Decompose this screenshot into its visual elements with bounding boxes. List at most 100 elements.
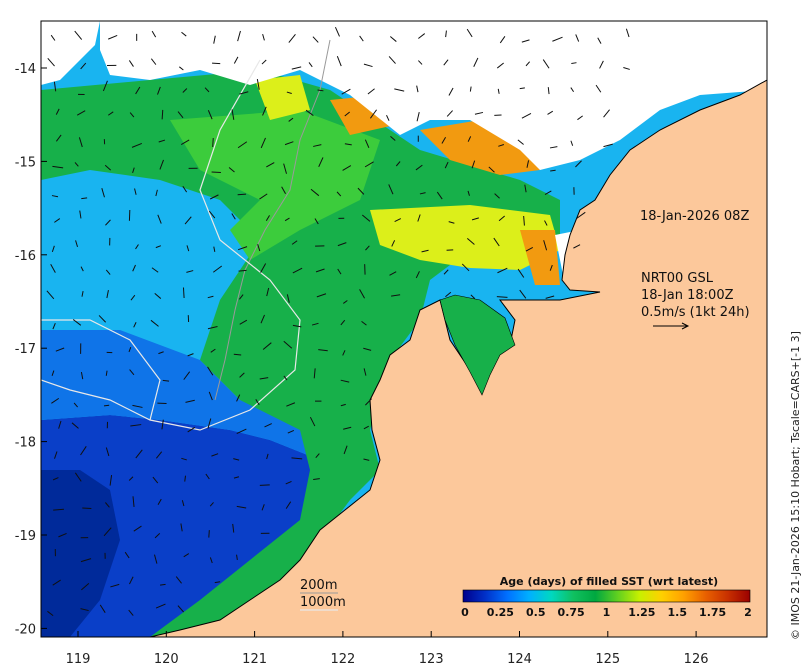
- current-vector: [99, 604, 106, 613]
- current-vector: [129, 112, 135, 118]
- current-vector: [342, 165, 352, 171]
- current-vector: [231, 109, 235, 120]
- x-tick-label: 120: [154, 652, 179, 667]
- current-vector: [261, 59, 267, 65]
- current-vector: [53, 81, 57, 92]
- current-vector: [343, 445, 348, 455]
- colorbar-tick-label: 0.25: [487, 606, 514, 619]
- current-vector: [238, 294, 244, 300]
- current-vector: [182, 186, 188, 193]
- current-vector: [129, 576, 134, 585]
- current-time-label: 18-Jan 18:00Z: [641, 288, 734, 303]
- current-vector: [311, 322, 319, 326]
- y-tick-label: -15: [15, 155, 36, 170]
- current-vector: [391, 294, 401, 297]
- current-vector: [72, 319, 82, 326]
- current-vector: [390, 135, 396, 141]
- current-vector: [211, 453, 219, 457]
- current-vector: [155, 189, 158, 197]
- current-vector: [131, 142, 142, 148]
- current-vector: [161, 109, 164, 120]
- current-vector: [523, 215, 525, 226]
- current-vector: [313, 478, 320, 480]
- current-vector: [233, 56, 239, 64]
- current-vector: [623, 66, 630, 70]
- current-vector: [466, 238, 475, 245]
- current-vector: [603, 143, 613, 148]
- current-vector: [233, 476, 240, 479]
- current-vector: [363, 63, 373, 68]
- current-vector: [336, 56, 342, 67]
- y-tick-label: -18: [15, 436, 36, 451]
- current-vector: [207, 326, 218, 330]
- current-vector: [107, 111, 114, 116]
- current-vector: [570, 140, 574, 146]
- current-vector: [46, 290, 55, 300]
- current-vector: [550, 169, 556, 172]
- current-vector: [284, 141, 294, 146]
- colorbar-ticks: 0 0.25 0.5 0.75 1 1.25 1.5 1.75 2: [461, 606, 752, 619]
- current-vector: [135, 86, 141, 95]
- current-vector: [157, 86, 161, 95]
- current-vector: [228, 167, 235, 173]
- current-vector: [239, 91, 249, 95]
- current-vector: [260, 263, 267, 273]
- current-vector: [182, 287, 185, 299]
- current-vector: [205, 473, 210, 480]
- current-vector: [291, 66, 302, 70]
- current-vector: [389, 271, 397, 276]
- current-vector: [260, 137, 266, 149]
- colorbar-title: Age (days) of filled SST (wrt latest): [500, 575, 718, 588]
- current-vector: [103, 527, 112, 537]
- current-vector: [213, 35, 216, 44]
- current-vector: [210, 348, 216, 353]
- current-vector: [436, 191, 443, 200]
- current-vector: [363, 368, 367, 376]
- isobath-200m: [214, 39, 331, 401]
- current-vector: [155, 451, 163, 459]
- current-vector: [497, 267, 508, 274]
- current-vector: [469, 86, 472, 92]
- current-vector: [157, 498, 162, 505]
- current-vector: [547, 110, 554, 115]
- current-vector: [363, 458, 370, 461]
- current-vector: [542, 59, 550, 69]
- current-vector: [470, 294, 476, 299]
- current-vector: [441, 137, 447, 144]
- current-vector: [493, 237, 500, 247]
- current-vector: [58, 420, 62, 429]
- current-vector: [135, 449, 143, 459]
- current-vector: [365, 245, 370, 251]
- current-vector: [286, 91, 292, 94]
- current-vector: [357, 187, 365, 195]
- y-tick-label: -16: [15, 249, 36, 264]
- scale-arrow: [653, 322, 690, 330]
- current-vector: [416, 85, 419, 93]
- current-vector: [129, 369, 135, 376]
- colorbar-tick-label: 1.75: [699, 606, 726, 619]
- current-vector: [185, 399, 195, 403]
- y-tick-label: -19: [15, 529, 36, 544]
- current-vector: [238, 269, 247, 272]
- current-vector: [78, 137, 83, 148]
- current-vector: [415, 164, 423, 171]
- current-vector: [181, 457, 187, 461]
- current-vector: [496, 62, 504, 69]
- current-vector: [50, 263, 56, 273]
- current-vector: [312, 36, 319, 43]
- current-vector: [58, 532, 67, 538]
- current-vector: [364, 139, 370, 149]
- current-vector: [106, 290, 109, 299]
- current-vector: [369, 109, 377, 119]
- current-vector: [150, 58, 157, 65]
- current-vector: [73, 402, 78, 408]
- current-vector: [471, 217, 479, 221]
- current-vector: [521, 112, 532, 119]
- current-vector: [74, 472, 82, 482]
- current-vector: [133, 322, 137, 328]
- current-vector: [318, 157, 324, 168]
- current-vector: [517, 139, 524, 145]
- current-vector: [110, 583, 120, 588]
- current-vector: [51, 397, 60, 404]
- current-vector: [415, 271, 420, 279]
